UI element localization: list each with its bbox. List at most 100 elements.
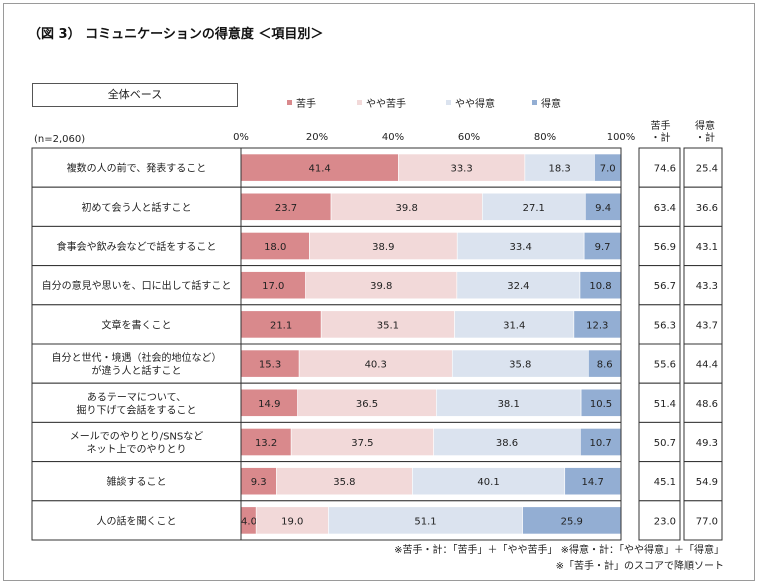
legend-item: 苦手 (287, 95, 316, 110)
bar-value-label: 18.3 (548, 164, 570, 175)
summary-column-header: 苦手 (651, 119, 671, 132)
bar-value-label: 38.1 (498, 399, 520, 410)
summary-value: 51.4 (654, 399, 676, 410)
chart-title: （図 3） コミュニケーションの得意度 ＜項目別＞ (28, 27, 324, 42)
bar-segment (564, 467, 621, 496)
bar-segment (298, 349, 453, 378)
category-label: 自分と世代・境遇（社会的地位など） (52, 351, 222, 364)
footnote-2: ※「苦手・計」のスコアで降順ソート (555, 561, 724, 572)
summary-cell (683, 304, 723, 345)
bar-segment (522, 506, 622, 535)
bar-value-label: 17.0 (262, 281, 284, 292)
bar-value-label: 40.1 (477, 477, 499, 488)
summary-cell (683, 382, 723, 423)
category-cell (31, 500, 242, 541)
bar-segment (412, 467, 566, 496)
bar-value-label: 41.4 (309, 164, 331, 175)
summary-value: 56.9 (654, 242, 676, 253)
summary-value: 74.6 (654, 164, 676, 175)
category-cell (31, 186, 242, 227)
summary-column-header: ・計 (651, 131, 671, 144)
bar-value-label: 51.1 (414, 516, 436, 527)
bar-value-label: 8.6 (597, 360, 613, 371)
summary-column-header: 得意 (695, 119, 715, 132)
category-cell (31, 461, 242, 502)
bar-value-label: 9.4 (595, 203, 611, 214)
category-label: 初めて会う人と話すこと (82, 201, 192, 214)
bar-segment (240, 310, 322, 339)
summary-cell (638, 304, 681, 345)
bar-segment (580, 388, 622, 417)
summary-cell (683, 500, 723, 541)
summary-value: 50.7 (654, 438, 676, 449)
legend-swatch (532, 100, 537, 105)
bar-segment (524, 153, 595, 182)
bar-segment (584, 192, 622, 221)
summary-cell (638, 147, 681, 188)
bar-value-label: 14.7 (582, 477, 604, 488)
bar-segment (436, 388, 582, 417)
bar-value-label: 25.9 (561, 516, 583, 527)
summary-value: 48.6 (696, 399, 718, 410)
bar-value-label: 35.8 (509, 360, 531, 371)
summary-value: 44.4 (696, 360, 718, 371)
bar-value-label: 40.3 (365, 360, 387, 371)
category-label: メールでのやりとり/SNSなど (70, 431, 204, 443)
bar-segment (240, 388, 298, 417)
category-label: 自分の意見や思いを、口に出して話すこと (42, 279, 232, 292)
x-tick-label: 60% (458, 132, 480, 143)
summary-value: 43.7 (696, 320, 718, 331)
bar-segment (594, 153, 622, 182)
summary-cell (683, 225, 723, 267)
category-label: あるテーマについて、 (87, 391, 186, 403)
bar-value-label: 33.4 (510, 242, 532, 253)
summary-column-header: ・計 (695, 131, 715, 144)
bar-segment (583, 232, 622, 260)
summary-value: 77.0 (696, 516, 718, 527)
summary-cell (638, 225, 681, 267)
category-cell (31, 304, 242, 345)
bar-value-label: 15.3 (259, 360, 281, 371)
legend-swatch (287, 100, 292, 105)
bar-value-label: 35.8 (333, 477, 355, 488)
bar-segment (456, 232, 585, 260)
summary-value: 56.7 (654, 281, 676, 292)
x-tick-label: 0% (233, 132, 249, 143)
bar-value-label: 18.0 (264, 242, 286, 253)
bar-segment (579, 271, 622, 300)
bar-value-label: 14.9 (258, 399, 280, 410)
category-label: 複数の人の前で、発表すること (67, 162, 207, 175)
legend-item: 得意 (532, 95, 561, 110)
bar-value-label: 39.8 (396, 203, 418, 214)
summary-cell (638, 421, 681, 463)
bar-segment (330, 192, 483, 221)
bar-value-label: 10.5 (590, 399, 612, 410)
summary-cell (638, 500, 681, 541)
category-label: 人の話を聞くこと (97, 514, 177, 527)
bar-value-label: 10.8 (589, 281, 611, 292)
category-label: が違う人と話すこと (92, 364, 182, 377)
category-label: 文章を書くこと (102, 318, 172, 331)
legend-swatch (357, 100, 362, 105)
bar-value-label: 31.4 (503, 320, 525, 331)
bar-segment (454, 310, 575, 339)
bar-segment (255, 506, 329, 535)
category-cell (31, 343, 242, 384)
bar-segment (240, 153, 399, 182)
summary-cell (683, 421, 723, 463)
bar-value-label: 9.7 (595, 242, 611, 253)
legend-item: やや苦手 (357, 95, 406, 110)
bar-segment (240, 192, 332, 221)
bar-value-label: 27.1 (523, 203, 545, 214)
category-label: 雑談すること (107, 475, 167, 488)
legend-item: やや得意 (446, 95, 495, 110)
base-label: 全体ベース (32, 83, 238, 107)
bar-value-label: 7.0 (600, 164, 616, 175)
x-tick-label: 40% (382, 132, 404, 143)
summary-value: 23.0 (654, 516, 676, 527)
summary-cell (683, 461, 723, 502)
bar-value-label: 38.9 (372, 242, 394, 253)
bar-value-label: 37.5 (351, 438, 373, 449)
summary-cell (683, 343, 723, 384)
bar-value-label: 38.6 (496, 438, 518, 449)
